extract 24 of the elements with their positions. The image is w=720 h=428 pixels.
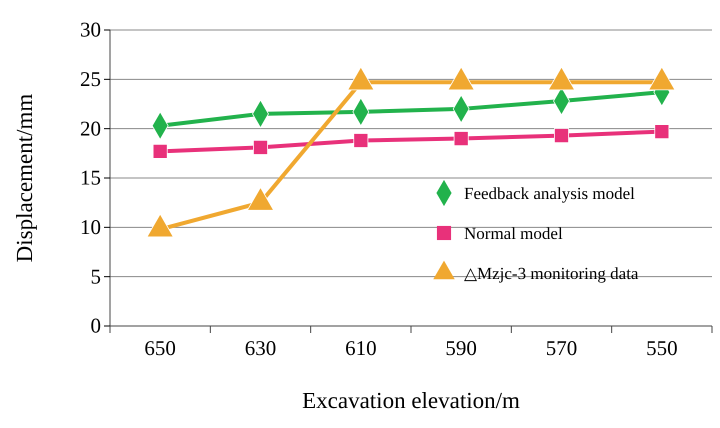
y-tick-label: 0 bbox=[90, 314, 101, 338]
y-tick-label: 30 bbox=[80, 18, 101, 42]
legend-label: Feedback analysis model bbox=[464, 184, 636, 203]
y-tick-label: 10 bbox=[80, 215, 101, 240]
x-tick-label: 550 bbox=[646, 336, 678, 360]
point bbox=[554, 128, 569, 144]
x-tick-label: 650 bbox=[144, 336, 176, 360]
point bbox=[353, 133, 368, 148]
y-tick-label: 15 bbox=[80, 166, 101, 190]
x-tick-label: 570 bbox=[546, 336, 578, 360]
x-tick-label: 630 bbox=[244, 336, 276, 360]
x-tick-label: 610 bbox=[345, 336, 377, 360]
point bbox=[454, 131, 469, 146]
legend-label: Normal model bbox=[464, 224, 563, 243]
legend-label: △Mzjc-3 monitoring data bbox=[464, 264, 639, 283]
y-tick-label: 20 bbox=[80, 116, 101, 140]
x-axis-title: Excavation elevation/m bbox=[302, 388, 520, 413]
x-tick-label: 590 bbox=[445, 336, 477, 360]
y-axis-title: Displacement/mm bbox=[12, 94, 37, 262]
y-tick-label: 25 bbox=[80, 67, 101, 92]
point bbox=[253, 140, 268, 155]
point bbox=[654, 124, 670, 140]
y-tick-label: 5 bbox=[90, 264, 101, 288]
point bbox=[152, 144, 168, 159]
